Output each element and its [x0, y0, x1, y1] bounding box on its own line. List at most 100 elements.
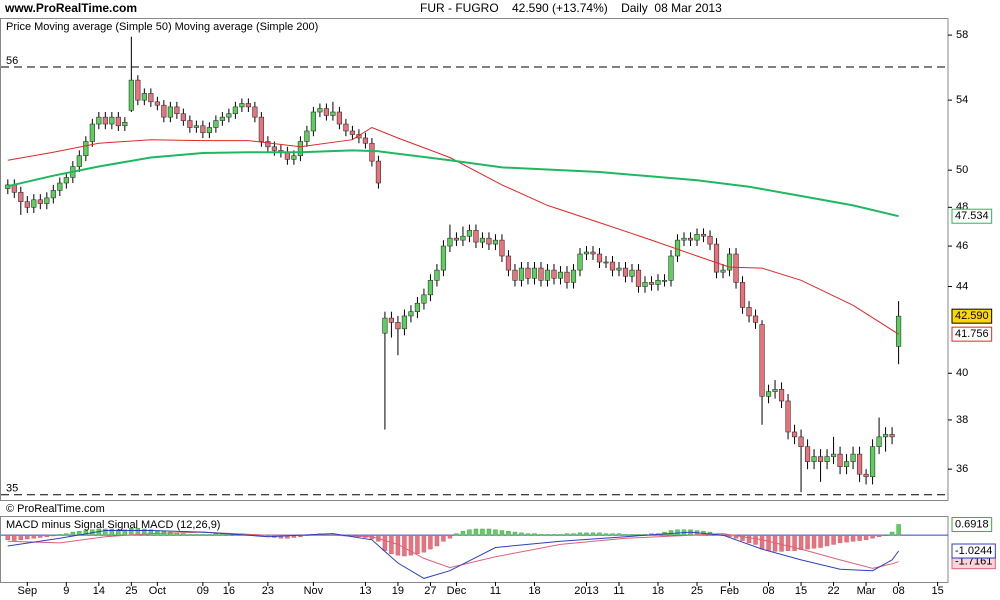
x-tick-label: Feb [720, 585, 739, 597]
x-tick-label: 11 [613, 585, 624, 597]
y-tick-label: 54 [956, 94, 968, 106]
histogram-bar [889, 531, 895, 536]
histogram-bar [779, 534, 784, 552]
candle-body [473, 230, 479, 243]
last-value-box [951, 308, 993, 324]
source-label: © ProRealTime.com [6, 503, 105, 515]
candle-body [616, 267, 622, 271]
candle-body [395, 322, 401, 330]
histogram-bar [109, 528, 115, 536]
moving-average-line [7, 149, 899, 218]
y-tick-label: 50 [956, 164, 968, 176]
candle-body [778, 389, 785, 402]
candle-body [343, 123, 349, 132]
histogram-bar [870, 534, 875, 539]
last-value-label: 47.534 [955, 210, 989, 222]
candle-body [876, 436, 882, 447]
histogram-bar [532, 533, 537, 536]
candle-body [174, 106, 180, 115]
candle-body [551, 269, 557, 279]
histogram-bar [824, 534, 830, 547]
candle-body [148, 93, 154, 103]
candle-body [583, 251, 590, 255]
histogram-bar [603, 533, 609, 536]
histogram-bar [415, 534, 420, 554]
candle-body [382, 317, 388, 334]
histogram-bar [5, 534, 11, 541]
histogram-bar [506, 531, 511, 536]
candle-body [557, 271, 564, 279]
candle-body [304, 130, 310, 142]
histogram-bar [525, 533, 531, 536]
candle-body [837, 453, 843, 467]
candle-body [50, 190, 56, 199]
histogram-bar [103, 528, 108, 536]
candle-body [752, 315, 759, 323]
x-tick-label: Oct [149, 585, 166, 597]
candle-body [889, 434, 895, 438]
histogram-bar [850, 534, 856, 542]
histogram-bar [57, 534, 63, 536]
candle-body [668, 255, 674, 281]
histogram-bar [512, 531, 518, 536]
candle-body [590, 251, 596, 255]
candle-body [213, 120, 219, 128]
candle-body [427, 280, 434, 296]
candle-body [707, 235, 713, 245]
candle-body [330, 111, 336, 116]
candle-body [700, 233, 707, 237]
y-tick-label: 40 [956, 367, 968, 379]
histogram-bar [382, 534, 388, 551]
histogram-bar [116, 529, 121, 536]
candle-body [882, 434, 889, 438]
candle-body [635, 269, 642, 287]
histogram-bar [727, 534, 732, 537]
histogram-bar [753, 534, 758, 545]
candle-body [544, 269, 551, 281]
histogram-bar [766, 534, 771, 551]
candle-body [408, 311, 414, 317]
histogram-bar [616, 533, 622, 536]
candle-body [226, 113, 232, 118]
histogram-bar [480, 528, 485, 536]
x-tick-label: Mar [857, 585, 876, 597]
histogram-bar [610, 533, 615, 536]
last-value-label: 42.590 [955, 310, 989, 322]
candle-body [122, 122, 128, 127]
candle-body [252, 106, 258, 118]
histogram-bar [564, 533, 570, 536]
histogram-bar [805, 534, 810, 550]
macd-frame [0, 516, 949, 583]
histogram-bar [402, 534, 407, 557]
histogram-bar [187, 534, 193, 536]
candle-body [193, 125, 199, 128]
histogram-bar [590, 532, 596, 536]
x-tick-label: 08 [892, 585, 904, 597]
histogram-bar [38, 534, 43, 538]
x-tick-label: 08 [762, 585, 774, 597]
histogram-bar [142, 528, 147, 536]
candle-body [622, 267, 629, 277]
candle-body [791, 431, 798, 438]
last-value-box [951, 516, 993, 532]
candle-body [135, 79, 141, 101]
histogram-bar [181, 533, 186, 536]
candle-body [317, 108, 323, 113]
candle-body [629, 269, 635, 277]
histogram-bar [421, 534, 427, 553]
candle-body [239, 103, 245, 108]
y-tick-label: 46 [956, 240, 968, 252]
candle-body [811, 456, 817, 462]
candle-body [63, 177, 69, 184]
candle-body [336, 111, 343, 125]
candle-body [486, 237, 492, 245]
histogram-bar [883, 534, 888, 536]
histogram-bar [473, 528, 479, 536]
candle-body [297, 141, 303, 157]
histogram-bar [486, 528, 492, 536]
candle-body [525, 267, 531, 279]
candle-body [824, 456, 830, 462]
candle-body [596, 253, 603, 263]
histogram-bar [493, 529, 498, 536]
x-tick-label: 16 [223, 585, 235, 597]
